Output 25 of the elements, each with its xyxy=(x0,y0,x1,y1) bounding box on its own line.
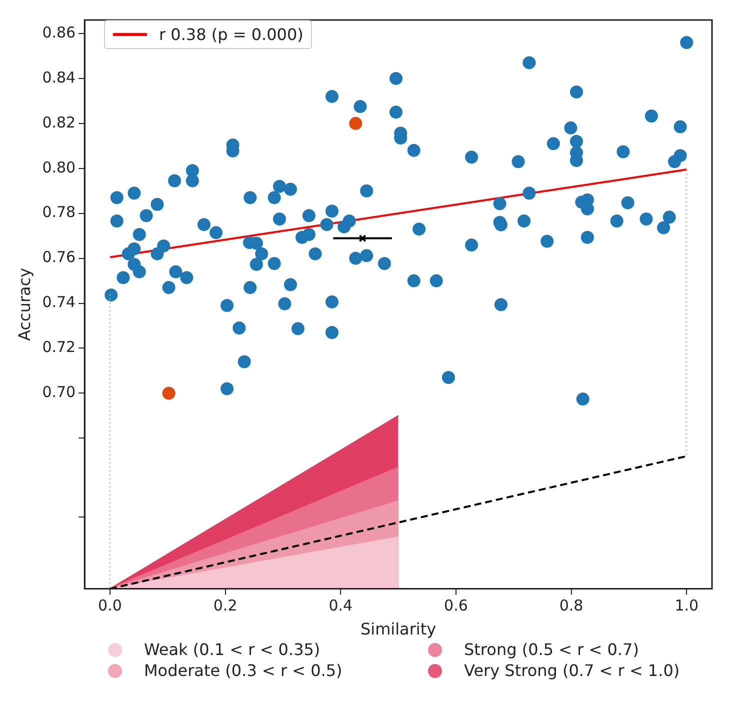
legend-label: r 0.38 (p = 0.000) xyxy=(159,25,304,44)
x-tick-label: 0.4 xyxy=(328,596,353,615)
x-axis-title: Similarity xyxy=(360,620,436,639)
legend-label: Weak (0.1 < r < 0.35) xyxy=(144,640,320,659)
y-tick-label: 0.76 xyxy=(42,248,76,266)
legend-label: Moderate (0.3 < r < 0.5) xyxy=(144,661,342,680)
y-tick-label: 0.82 xyxy=(42,113,76,132)
y-axis-title: Accuracy xyxy=(14,268,34,341)
y-tick-label: 0.72 xyxy=(42,338,76,356)
x-tick-label: 1.0 xyxy=(674,596,699,615)
x-tick-label: 0.6 xyxy=(444,596,468,615)
legend-label: Strong (0.5 < r < 0.7) xyxy=(464,640,639,659)
point xyxy=(162,386,176,400)
y-tick-label: 0.78 xyxy=(42,203,76,222)
point xyxy=(349,116,362,130)
legend-label: Very Strong (0.7 < r < 1.0) xyxy=(464,661,680,680)
x-tick-label: 0.8 xyxy=(559,596,584,615)
y-tick-label: 0.80 xyxy=(42,158,76,176)
x-tick-label: 0.2 xyxy=(213,596,238,615)
y-tick-label: 0.70 xyxy=(42,383,76,402)
y-tick-label: 0.74 xyxy=(42,293,76,312)
x-tick-label: 0.0 xyxy=(98,596,122,615)
y-tick-label: 0.84 xyxy=(42,68,76,86)
point xyxy=(358,234,366,242)
y-tick-label: 0.86 xyxy=(42,23,76,42)
